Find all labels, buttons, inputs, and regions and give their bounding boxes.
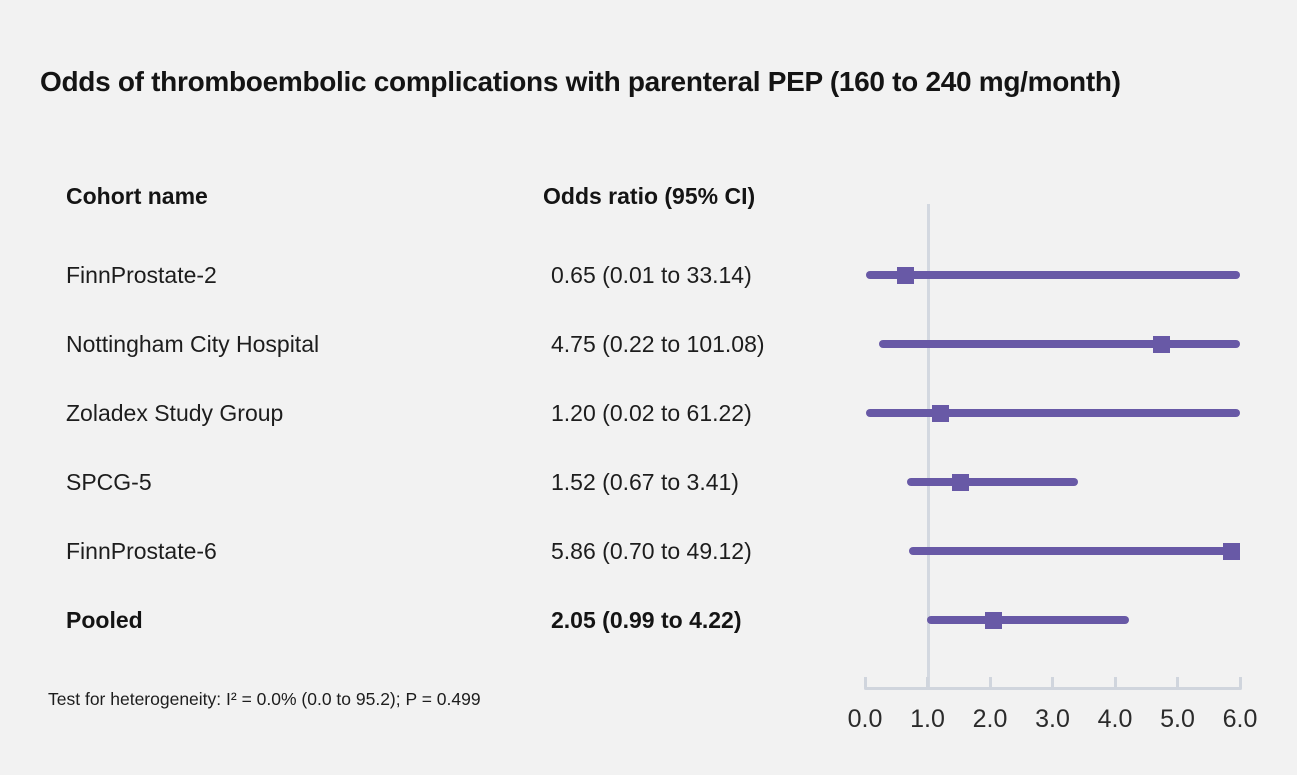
axis-tick bbox=[988, 677, 992, 688]
column-header-odds-ratio: Odds ratio (95% CI) bbox=[543, 183, 756, 209]
odds-ratio-value: 0.65 (0.01 to 33.14) bbox=[551, 262, 752, 288]
cohort-label: FinnProstate-6 bbox=[66, 538, 217, 564]
axis-tick-label: 0.0 bbox=[847, 705, 883, 733]
odds-ratio-value: 2.05 (0.99 to 4.22) bbox=[551, 607, 742, 633]
axis-tick bbox=[863, 677, 867, 688]
point-estimate-marker bbox=[931, 404, 949, 422]
heterogeneity-note: Test for heterogeneity: I² = 0.0% (0.0 t… bbox=[48, 689, 481, 709]
cohort-label: Nottingham City Hospital bbox=[66, 331, 320, 357]
point-estimate-marker bbox=[951, 473, 969, 491]
confidence-interval-line bbox=[926, 616, 1129, 624]
reference-line-or-1 bbox=[926, 204, 930, 690]
odds-ratio-value: 1.20 (0.02 to 61.22) bbox=[551, 400, 752, 426]
axis-tick bbox=[1113, 677, 1117, 688]
chart-title: Odds of thromboembolic complications wit… bbox=[40, 66, 1121, 97]
axis-tick-label: 3.0 bbox=[1035, 705, 1070, 733]
cohort-label: Pooled bbox=[66, 607, 143, 633]
point-estimate-marker bbox=[897, 266, 915, 284]
column-header-cohort-name: Cohort name bbox=[66, 183, 208, 209]
cohort-label: Zoladex Study Group bbox=[66, 400, 284, 426]
confidence-interval-line bbox=[906, 478, 1079, 486]
odds-ratio-value: 5.86 (0.70 to 49.12) bbox=[551, 538, 752, 564]
odds-ratio-value: 4.75 (0.22 to 101.08) bbox=[551, 331, 765, 357]
confidence-interval-line bbox=[865, 271, 1240, 279]
odds-ratio-value: 1.52 (0.67 to 3.41) bbox=[551, 469, 739, 495]
x-axis-line bbox=[864, 687, 1242, 690]
point-estimate-marker bbox=[1222, 542, 1240, 560]
confidence-interval-line bbox=[866, 409, 1240, 417]
cohort-label: FinnProstate-2 bbox=[66, 262, 217, 288]
axis-tick bbox=[1238, 677, 1242, 688]
axis-tick-label: 6.0 bbox=[1222, 705, 1258, 733]
axis-tick bbox=[926, 677, 929, 688]
axis-tick bbox=[1051, 677, 1054, 688]
confidence-interval-line bbox=[878, 340, 1240, 348]
confidence-interval-line bbox=[908, 547, 1240, 555]
axis-tick bbox=[1176, 677, 1179, 688]
axis-tick-label: 1.0 bbox=[910, 705, 945, 733]
cohort-label: SPCG-5 bbox=[66, 469, 152, 495]
axis-tick-label: 2.0 bbox=[972, 705, 1008, 733]
axis-tick-label: 4.0 bbox=[1097, 705, 1133, 733]
axis-tick-label: 5.0 bbox=[1160, 705, 1195, 733]
point-estimate-marker bbox=[984, 611, 1002, 629]
point-estimate-marker bbox=[1153, 335, 1171, 353]
